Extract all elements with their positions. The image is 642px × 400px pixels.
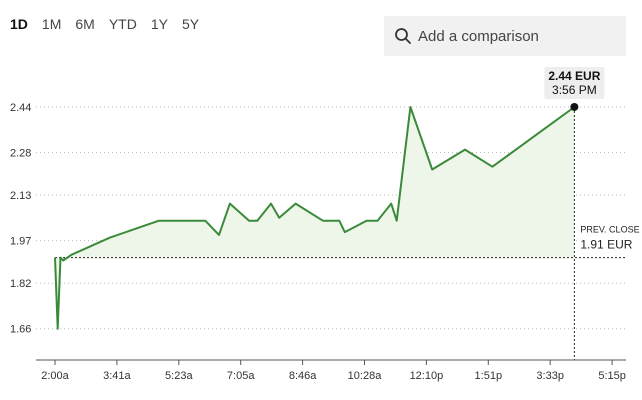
y-tick-label: 1.66 xyxy=(10,324,31,336)
x-tick-label: 3:41a xyxy=(103,370,131,382)
x-tick-label: 10:28a xyxy=(348,370,383,382)
search-icon xyxy=(395,28,411,44)
x-tick-label: 3:33p xyxy=(536,370,564,382)
prev-close-value: 1.91 EUR xyxy=(580,238,632,252)
range-tabs: 1D 1M 6M YTD 1Y 5Y xyxy=(10,14,213,34)
y-axis-ticks: 2.44 2.28 2.13 1.97 1.82 1.66 xyxy=(10,102,31,336)
tab-1y[interactable]: 1Y xyxy=(150,16,168,32)
y-tick-label: 2.13 xyxy=(10,190,31,202)
tooltip-box xyxy=(544,66,605,99)
price-line xyxy=(54,106,575,330)
x-tick-label: 1:51p xyxy=(475,370,503,382)
y-tick-label: 1.82 xyxy=(10,278,31,290)
add-comparison-input[interactable]: Add a comparison xyxy=(384,16,626,56)
tab-1d[interactable]: 1D xyxy=(10,16,28,32)
x-tick-label: 12:10p xyxy=(410,370,444,382)
y-tick-label: 2.28 xyxy=(10,147,31,159)
hover-point xyxy=(570,102,579,111)
x-tick-label: 5:23a xyxy=(165,370,193,382)
price-area-fill xyxy=(55,107,575,329)
tab-1m[interactable]: 1M xyxy=(41,16,62,32)
x-tick-label: 2:00a xyxy=(41,370,69,382)
y-tick-label: 2.44 xyxy=(10,102,31,114)
tooltip-value: 2.44 EUR xyxy=(548,69,600,83)
x-tick-label: 5:15p xyxy=(598,370,626,382)
x-tick-label: 7:05a xyxy=(227,370,255,382)
prev-close-label: PREV. CLOSE xyxy=(580,225,639,235)
x-axis-ticks: 2:00a 3:41a 5:23a 7:05a 8:46a 10:28a 12:10p 1:5… xyxy=(41,360,626,382)
tooltip-time: 3:56 PM xyxy=(552,83,597,97)
x-tick-label: 8:46a xyxy=(289,370,317,382)
tab-5y[interactable]: 5Y xyxy=(181,16,200,32)
prev-close-label-bg xyxy=(578,221,642,254)
tab-ytd[interactable]: YTD xyxy=(108,16,137,32)
tab-6m[interactable]: 6M xyxy=(75,16,95,32)
y-tick-label: 1.97 xyxy=(10,236,31,248)
add-comparison-placeholder: Add a comparison xyxy=(418,27,539,45)
